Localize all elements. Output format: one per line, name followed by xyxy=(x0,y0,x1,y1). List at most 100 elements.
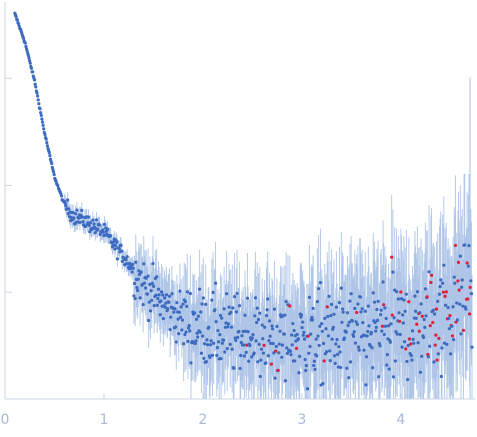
data-point xyxy=(204,302,208,306)
data-point xyxy=(452,275,456,279)
data-point xyxy=(232,295,237,299)
data-point xyxy=(234,310,239,314)
data-point xyxy=(391,375,396,379)
data-point xyxy=(175,301,179,305)
outlier-point xyxy=(435,358,439,362)
data-point xyxy=(256,317,261,322)
data-point xyxy=(255,320,259,325)
data-point xyxy=(381,280,385,284)
data-point xyxy=(115,240,119,244)
data-point xyxy=(236,335,240,339)
x-tick-label: 4 xyxy=(396,412,405,428)
data-point xyxy=(366,304,370,308)
data-point xyxy=(411,337,415,341)
data-point xyxy=(221,338,226,342)
data-point xyxy=(94,218,99,222)
data-point xyxy=(244,329,248,333)
data-point xyxy=(304,368,308,373)
data-point xyxy=(169,315,173,319)
outlier-point xyxy=(415,322,419,326)
data-point xyxy=(260,323,264,327)
data-point xyxy=(217,340,221,344)
data-point xyxy=(326,314,330,319)
data-point xyxy=(208,355,212,360)
data-point xyxy=(166,307,170,311)
data-point xyxy=(131,266,135,270)
data-point xyxy=(21,36,26,40)
data-point xyxy=(164,301,168,305)
data-point xyxy=(172,310,176,314)
data-point xyxy=(347,376,351,380)
data-point xyxy=(14,15,18,19)
data-point xyxy=(410,329,415,333)
data-point xyxy=(132,281,137,286)
data-point xyxy=(305,387,310,391)
data-point xyxy=(209,343,213,347)
data-point xyxy=(151,261,155,266)
data-point xyxy=(403,309,407,313)
data-point xyxy=(183,332,187,337)
data-point xyxy=(157,293,161,297)
data-point xyxy=(147,318,151,323)
data-point xyxy=(356,302,360,306)
data-point xyxy=(239,353,243,358)
data-point xyxy=(205,343,210,347)
data-point xyxy=(418,311,422,315)
data-point xyxy=(373,320,377,325)
outlier-point xyxy=(325,305,329,309)
outlier-point xyxy=(407,337,412,341)
data-point xyxy=(115,257,119,261)
data-point xyxy=(93,231,97,235)
data-point xyxy=(124,258,128,262)
outlier-point xyxy=(269,362,273,366)
outlier-point xyxy=(444,290,448,294)
outlier-point xyxy=(288,304,292,308)
data-point xyxy=(148,282,152,286)
data-point xyxy=(34,85,38,89)
data-point xyxy=(369,330,374,335)
data-point xyxy=(392,316,396,320)
data-point xyxy=(194,339,198,343)
data-point xyxy=(389,322,393,326)
data-point xyxy=(63,201,67,205)
data-point xyxy=(346,323,350,328)
data-point xyxy=(450,324,454,328)
data-point xyxy=(152,304,156,308)
data-point xyxy=(198,330,202,334)
data-point xyxy=(185,304,189,308)
data-point xyxy=(340,307,345,311)
data-point xyxy=(357,348,361,352)
data-point xyxy=(77,216,81,220)
data-point xyxy=(316,334,320,338)
data-point xyxy=(264,313,269,318)
data-point xyxy=(194,317,199,321)
data-point xyxy=(442,263,446,267)
data-point xyxy=(239,340,243,345)
data-point xyxy=(283,379,288,383)
data-point xyxy=(273,376,277,380)
data-point xyxy=(80,208,84,212)
data-point xyxy=(193,311,197,315)
data-point xyxy=(291,321,295,326)
data-point xyxy=(228,342,232,347)
data-point xyxy=(137,272,142,277)
data-point xyxy=(173,307,177,311)
data-point xyxy=(413,294,417,298)
data-point xyxy=(318,324,322,328)
data-point xyxy=(453,281,457,285)
data-point xyxy=(223,325,227,329)
data-point xyxy=(455,318,459,322)
data-point xyxy=(227,305,231,309)
data-point xyxy=(333,361,337,365)
data-point xyxy=(328,359,332,363)
data-point xyxy=(238,366,242,371)
data-point xyxy=(324,327,328,331)
data-point xyxy=(371,291,375,295)
data-point xyxy=(370,346,374,350)
data-point xyxy=(349,292,353,296)
data-point xyxy=(48,153,52,158)
data-point xyxy=(311,306,315,310)
outlier-point xyxy=(456,279,460,283)
data-point xyxy=(265,308,269,312)
data-point xyxy=(214,320,218,324)
